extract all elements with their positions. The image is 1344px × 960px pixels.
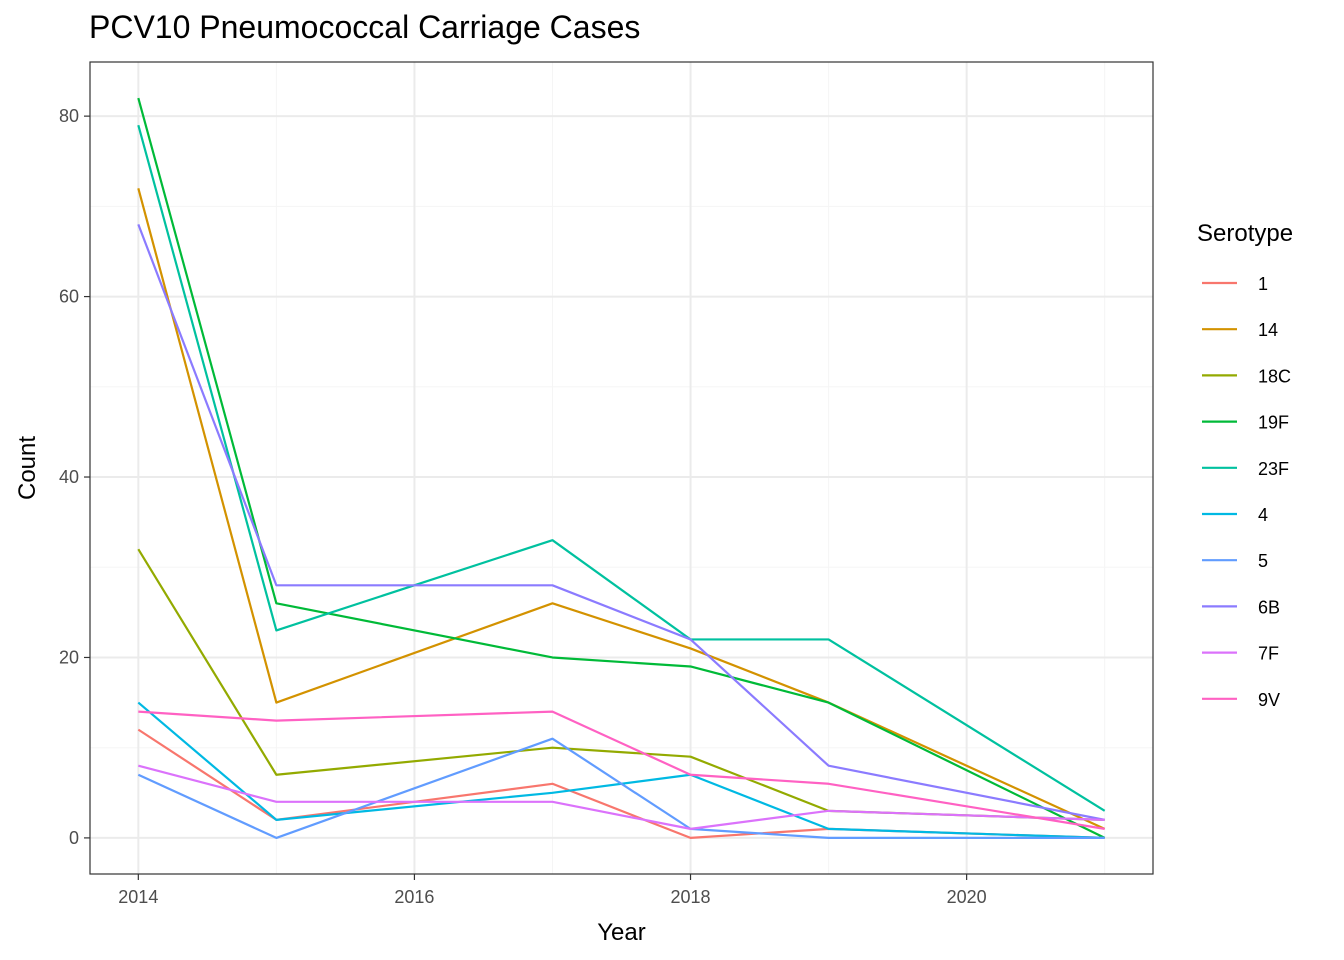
- plot-panel-border: [89, 61, 1154, 875]
- legend-item-5: 5: [1202, 551, 1268, 571]
- legend-item-7F: 7F: [1202, 644, 1279, 664]
- series-line-7F: [138, 764, 1105, 830]
- legend-item-14: 14: [1202, 320, 1278, 340]
- x-tick-label: 2014: [118, 887, 158, 907]
- legend-item-23F: 23F: [1202, 459, 1289, 479]
- series-line-9V: [138, 710, 1105, 830]
- legend-label: 14: [1258, 320, 1278, 340]
- x-tick-label: 2018: [671, 887, 711, 907]
- x-axis: 2014 2016 2018 2020: [118, 874, 987, 907]
- series-line-23F: [137, 124, 1106, 812]
- legend-title: Serotype: [1197, 220, 1293, 247]
- legend-label: 6B: [1258, 597, 1280, 617]
- legend-item-6B: 6B: [1202, 597, 1280, 617]
- legend-label: 9V: [1258, 690, 1280, 710]
- legend-label: 19F: [1258, 413, 1289, 433]
- y-tick-label: 80: [59, 106, 79, 126]
- y-axis-title: Count: [14, 436, 41, 500]
- y-tick-label: 20: [59, 647, 79, 667]
- legend-item-9V: 9V: [1202, 690, 1280, 710]
- legend: Serotype 1 14 18C 19F 23F 4 5 6B 7F 9V: [1197, 220, 1293, 710]
- legend-label: 7F: [1258, 644, 1279, 664]
- y-tick-label: 40: [59, 467, 79, 487]
- y-tick-label: 60: [59, 287, 79, 307]
- legend-label: 1: [1258, 274, 1268, 294]
- legend-label: 4: [1258, 505, 1268, 525]
- legend-label: 18C: [1258, 366, 1291, 386]
- series-line-5: [137, 737, 1105, 840]
- x-axis-title: Year: [597, 919, 646, 946]
- x-tick-label: 2016: [394, 887, 434, 907]
- series-line-19F: [137, 97, 1106, 839]
- legend-label: 23F: [1258, 459, 1289, 479]
- series-line-14: [137, 188, 1106, 830]
- series-line-4: [137, 701, 1105, 840]
- y-tick-label: 0: [69, 828, 79, 848]
- legend-item-4: 4: [1202, 505, 1268, 525]
- x-tick-label: 2020: [947, 887, 987, 907]
- legend-item-1: 1: [1202, 274, 1268, 294]
- legend-item-19F: 19F: [1202, 413, 1289, 433]
- legend-label: 5: [1258, 551, 1268, 571]
- chart-title: PCV10 Pneumococcal Carriage Cases: [89, 9, 640, 45]
- y-axis: 0 20 40 60 80: [59, 106, 90, 848]
- legend-item-18C: 18C: [1202, 366, 1291, 386]
- series-line-6B: [137, 224, 1105, 821]
- series-lines: [137, 97, 1106, 840]
